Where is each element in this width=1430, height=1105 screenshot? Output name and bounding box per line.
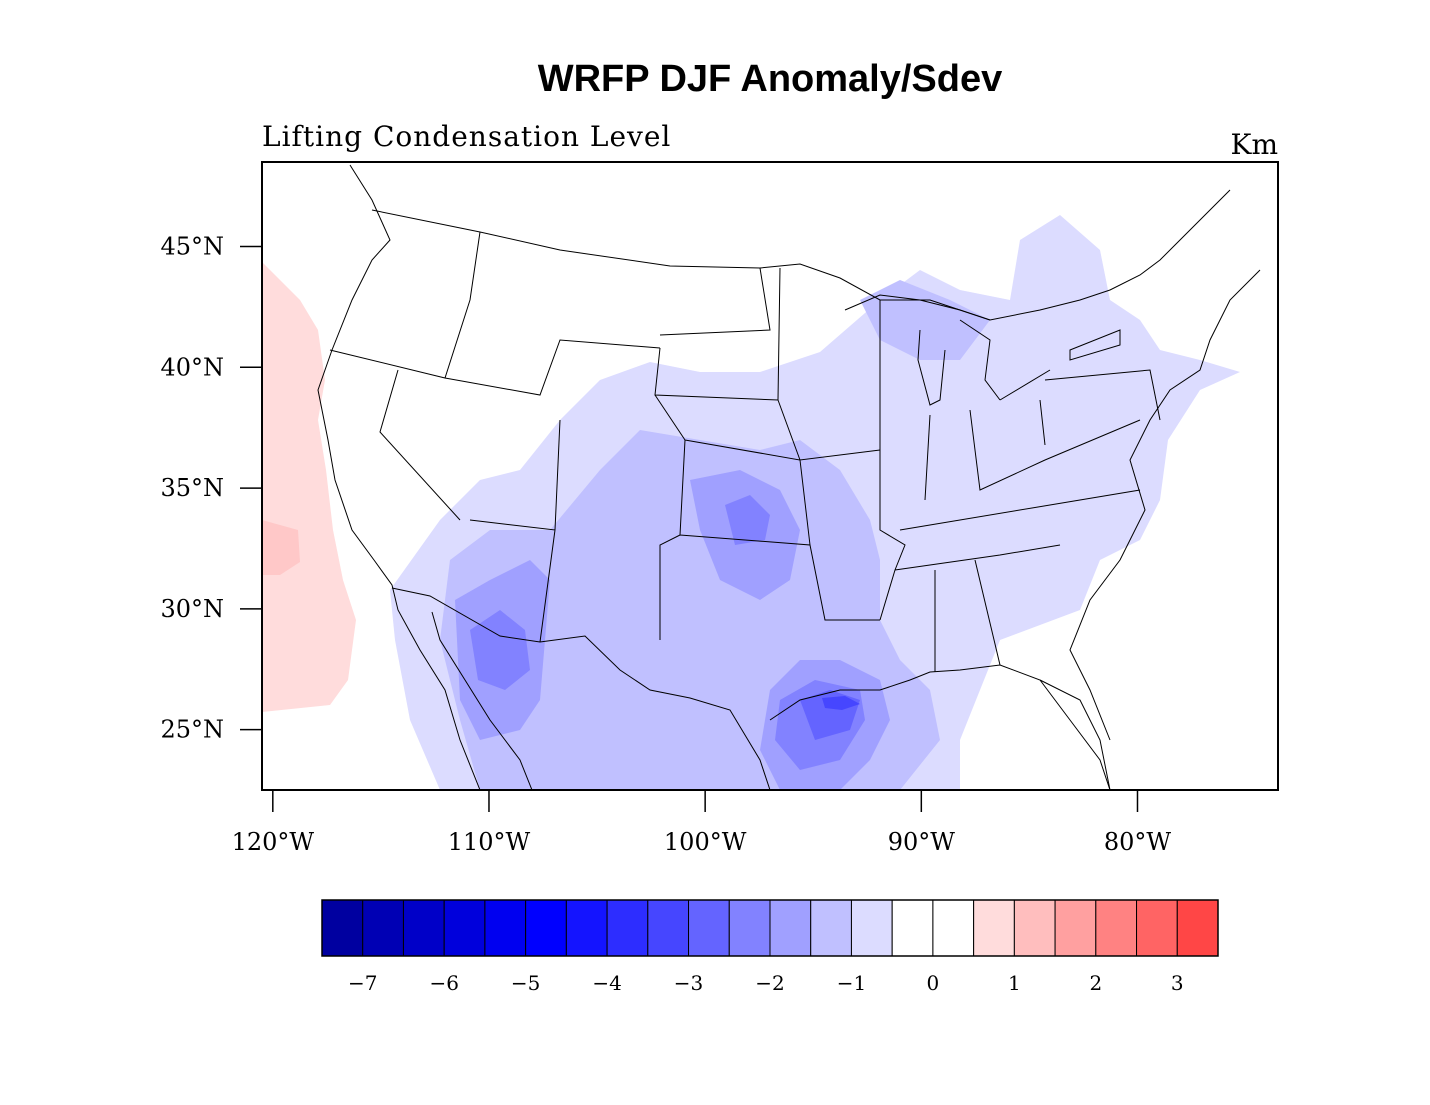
colorbar-swatch [443, 899, 486, 957]
state-lines-west [329, 231, 781, 643]
colorbar-label: 0 [927, 971, 940, 995]
colorbar-swatch [932, 899, 975, 957]
positive-anomaly-pacific [262, 262, 356, 712]
great-lakes [844, 294, 1121, 406]
colorbar-swatch [728, 899, 771, 957]
lon-tick-label: 120°W [232, 828, 315, 856]
colorbar-swatch [362, 899, 404, 957]
colorbar-swatch [891, 899, 934, 957]
gulf-coast [769, 664, 1111, 790]
lat-tick-label: 35°N [160, 474, 224, 502]
colorbar-label: −3 [674, 971, 703, 995]
colorbar-label: −1 [837, 971, 866, 995]
colorbar-swatch [688, 899, 730, 957]
boundaries [317, 164, 1261, 790]
negative-anomaly-plains-core [725, 495, 770, 545]
variable-label: Lifting Condensation Level [262, 120, 672, 153]
anomaly-contour-fill [262, 215, 1240, 790]
mexico-border [391, 587, 771, 790]
colorbar-swatch [850, 899, 893, 957]
colorbar-label: 3 [1171, 971, 1184, 995]
baja-coast [431, 611, 533, 790]
colorbar-label: −6 [429, 971, 458, 995]
colorbar-label: −5 [511, 971, 540, 995]
colorbar-outline [321, 899, 1219, 957]
colorbar-label: 2 [1089, 971, 1102, 995]
colorbar-swatch [810, 899, 852, 957]
units-label: Km [1230, 128, 1278, 161]
lat-tick-label: 45°N [160, 233, 224, 261]
colorbar-label: −4 [592, 971, 621, 995]
map-frame [261, 161, 1279, 791]
colorbar-swatch [973, 899, 1015, 957]
colorbar-label: 1 [1008, 971, 1021, 995]
colorbar-swatch [1136, 899, 1178, 957]
colorbar-label: −7 [348, 971, 377, 995]
longitude-axis: 120°W 110°W 100°W 90°W 80°W [232, 790, 1172, 856]
lon-tick-label: 110°W [448, 828, 531, 856]
east-coast [1069, 269, 1261, 741]
colorbar-swatch [402, 899, 445, 957]
negative-anomaly-texas-max [822, 696, 860, 710]
colorbar-swatch [565, 899, 608, 957]
lat-tick-label: 30°N [160, 595, 224, 623]
negative-anomaly-sw-core [470, 610, 530, 690]
colorbar-swatch [606, 899, 649, 957]
lat-tick-label: 40°N [160, 353, 224, 381]
lon-tick-label: 100°W [664, 828, 747, 856]
florida [1039, 679, 1111, 790]
lon-tick-label: 80°W [1104, 828, 1172, 856]
colorbar-swatch [484, 899, 527, 957]
colorbar-swatch [769, 899, 812, 957]
positive-anomaly-core [262, 520, 300, 575]
colorbar-swatch [1176, 899, 1219, 957]
colorbar-swatch [1054, 899, 1097, 957]
state-lines-central [654, 267, 881, 640]
colorbar-swatch [525, 899, 567, 957]
lon-tick-label: 90°W [888, 828, 956, 856]
state-lines-east [879, 300, 1161, 672]
lat-tick-label: 25°N [160, 716, 224, 744]
colorbar-swatch [1095, 899, 1138, 957]
colorbar-swatch [1013, 899, 1056, 957]
colorbar: −7 −6 −5 −4 −3 −2 −1 0 1 2 3 [321, 899, 1219, 995]
chart-title: WRFP DJF Anomaly/Sdev [537, 58, 1003, 100]
colorbar-swatch [321, 899, 364, 957]
latitude-axis: 45°N 40°N 35°N 30°N 25°N [160, 233, 262, 744]
colorbar-label: −2 [755, 971, 784, 995]
west-coast [317, 164, 481, 790]
colorbar-swatch [647, 899, 690, 957]
